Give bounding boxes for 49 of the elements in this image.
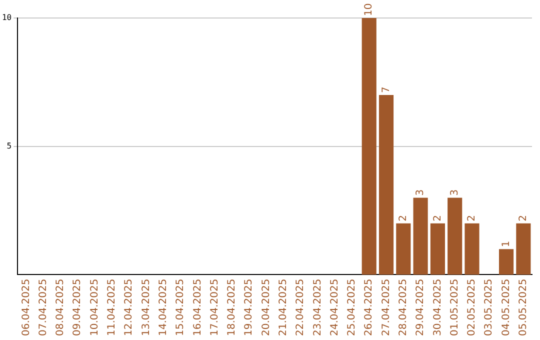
x-tick-label: 07.04.2025 <box>38 278 49 336</box>
x-tick-label: 04.05.2025 <box>500 278 512 336</box>
data-label: 2 <box>518 215 530 222</box>
x-tick-label: 19.04.2025 <box>244 278 255 336</box>
x-tick-label: 21.04.2025 <box>278 278 289 336</box>
x-tick-label: 12.04.2025 <box>124 278 135 336</box>
x-tick-label: 18.04.2025 <box>226 278 238 336</box>
data-label: 7 <box>380 86 392 94</box>
data-label: 3 <box>415 189 426 196</box>
x-tick-label: 28.04.2025 <box>398 278 409 336</box>
x-tick-label: 08.04.2025 <box>55 278 66 336</box>
x-tick-label: 14.04.2025 <box>158 278 169 336</box>
x-tick-label: 27.04.2025 <box>380 278 392 336</box>
bar <box>498 249 514 275</box>
x-tick-label: 17.04.2025 <box>209 278 220 336</box>
x-tick-label: 15.04.2025 <box>175 278 186 336</box>
bar <box>396 223 411 275</box>
x-tick-label: 03.05.2025 <box>484 278 495 336</box>
bar <box>430 223 445 275</box>
y-tick-label: 5 <box>6 141 12 150</box>
x-tick-label: 10.04.2025 <box>89 278 100 336</box>
x-tick-label: 11.04.2025 <box>106 278 118 336</box>
x-tick-label: 23.04.2025 <box>312 278 324 336</box>
x-tick-label: 24.04.2025 <box>329 278 340 336</box>
x-tick-label: 20.04.2025 <box>260 278 272 336</box>
x-tick-label: 22.04.2025 <box>295 278 306 336</box>
bar <box>516 223 531 275</box>
bar <box>378 95 394 275</box>
data-label: 2 <box>432 215 444 222</box>
data-label: 2 <box>466 215 478 222</box>
bar <box>448 198 462 275</box>
x-tick-label: 30.04.2025 <box>432 278 444 336</box>
x-tick-label: 16.04.2025 <box>192 278 204 336</box>
x-tick-label: 06.04.2025 <box>20 278 32 336</box>
bar <box>362 18 376 275</box>
x-tick-label: 25.04.2025 <box>346 278 358 336</box>
data-label: 3 <box>449 189 460 196</box>
x-tick-label: 26.04.2025 <box>364 278 375 336</box>
x-tick-label: 01.05.2025 <box>449 278 460 336</box>
x-tick-label: 05.05.2025 <box>518 278 530 336</box>
data-label: 10 <box>364 3 375 16</box>
bar <box>413 198 428 275</box>
bar <box>464 223 480 275</box>
data-label: 1 <box>500 240 512 248</box>
x-tick-label: 29.04.2025 <box>415 278 426 336</box>
x-tick-label: 09.04.2025 <box>72 278 84 336</box>
data-label: 2 <box>398 215 409 222</box>
x-tick-label: 13.04.2025 <box>140 278 152 336</box>
x-tick-label: 02.05.2025 <box>466 278 478 336</box>
